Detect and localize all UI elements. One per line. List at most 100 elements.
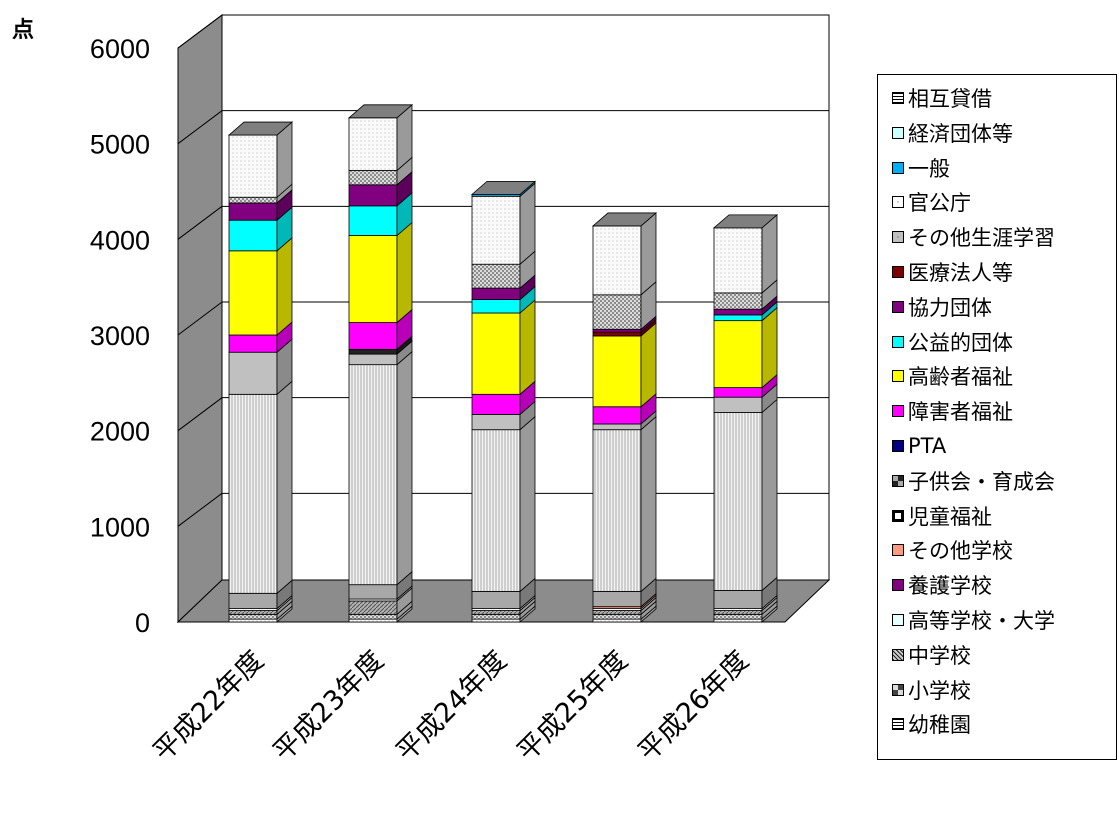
bar-segment — [348, 322, 398, 350]
legend-label: 児童福祉 — [908, 504, 992, 529]
bar-segment — [713, 387, 763, 398]
y-axis-unit-label: 点 — [12, 17, 34, 43]
x-tick-label: 平成24年度 — [390, 645, 513, 768]
legend-item: その他学校 — [892, 533, 1013, 567]
legend-item: 高等学校・大学 — [892, 603, 1055, 637]
y-axis-ticks: 0 1000 2000 3000 4000 5000 6000 — [90, 34, 150, 638]
bar-segment — [713, 314, 763, 322]
gridline-side — [177, 397, 223, 432]
legend-label: その他生涯学習 — [908, 226, 1055, 251]
bar-segment-side — [276, 380, 293, 595]
legend-item: 障害者福祉 — [892, 394, 1013, 428]
legend-item: その他生涯学習 — [892, 220, 1055, 254]
bar-segment — [348, 353, 398, 366]
legend-swatch — [892, 579, 904, 592]
bar-segment — [592, 429, 642, 592]
legend-swatch — [892, 196, 904, 209]
legend-swatch — [892, 335, 904, 348]
bar-segment — [592, 406, 642, 425]
bar-segment — [348, 117, 398, 171]
bar-segment — [348, 348, 398, 355]
bar-segment — [471, 393, 521, 415]
bar-segment — [713, 396, 763, 413]
legend-item: 協力団体 — [892, 290, 992, 324]
y-tick-label: 0 — [135, 608, 150, 638]
bar-segment — [713, 610, 763, 615]
bar-segment-side — [519, 299, 536, 396]
legend-item: 小学校 — [892, 673, 971, 707]
gridline-side — [177, 205, 223, 240]
legend-swatch — [892, 370, 904, 383]
legend-label: 養護学校 — [908, 574, 992, 599]
bar-segment — [228, 351, 278, 395]
legend-label: 幼稚園 — [908, 713, 971, 738]
bar-segment-side — [396, 221, 413, 324]
bar-segment — [471, 414, 521, 431]
bar-segment — [228, 250, 278, 336]
bar-segment — [471, 613, 521, 620]
bar-segment — [592, 590, 642, 608]
bar-group — [347, 103, 414, 623]
legend-swatch — [892, 718, 904, 731]
legend-swatch — [892, 544, 904, 557]
legend-swatch — [892, 266, 904, 278]
bar-segment — [348, 600, 398, 615]
bar-segment-side — [761, 306, 778, 389]
legend-label: 経済団体等 — [908, 121, 1013, 146]
bar-segment — [471, 610, 521, 615]
bar-segment — [348, 584, 398, 600]
bar-segment-side — [276, 236, 293, 336]
bar-segment — [592, 613, 642, 620]
legend-label: 小学校 — [908, 678, 971, 703]
legend-swatch — [892, 300, 904, 313]
bar-segment — [592, 331, 642, 337]
bar-segment — [228, 219, 278, 252]
legend-label: 医療法人等 — [908, 261, 1013, 285]
legend-swatch — [892, 683, 904, 696]
legend-swatch — [892, 231, 904, 244]
bar-segment-side — [396, 350, 413, 586]
bar-segment — [471, 195, 521, 265]
bars — [227, 103, 779, 623]
legend-label: 官公庁 — [908, 191, 971, 216]
bar-segment-side — [640, 415, 657, 593]
gridline-side — [177, 110, 223, 145]
legend-label: 公益的団体 — [908, 330, 1013, 355]
legend-label: 高等学校・大学 — [908, 609, 1055, 633]
x-tick-label: 平成26年度 — [632, 645, 755, 768]
gridline-side — [177, 492, 223, 527]
bar-group — [227, 121, 294, 623]
bar-segment — [348, 613, 398, 620]
bar-segment — [592, 618, 642, 623]
bar-segment — [348, 184, 398, 207]
legend-label: 子供会・育成会 — [908, 469, 1055, 494]
bar-segment — [471, 429, 521, 592]
bar-segment — [348, 235, 398, 323]
legend-swatch — [892, 405, 904, 418]
y-tick-label: 6000 — [90, 34, 150, 64]
legend-swatch — [892, 440, 904, 452]
legend-item: 公益的団体 — [892, 325, 1013, 359]
y-tick-label: 4000 — [90, 225, 150, 255]
bar-segment — [471, 590, 521, 610]
bar-segment — [713, 320, 763, 389]
bar-segment — [228, 618, 278, 623]
bar-segment — [348, 364, 398, 586]
legend-item: 子供会・育成会 — [892, 464, 1055, 498]
legend-item: 幼稚園 — [892, 707, 971, 741]
chart-legend: 相互貸借 経済団体等 一般 官公庁 その他生涯学習 医療法人等 協力団体 公益的団体 高齢者福祉… — [877, 74, 1117, 760]
y-tick-label: 3000 — [90, 321, 150, 351]
legend-swatch — [892, 161, 904, 174]
bar-segment — [713, 618, 763, 623]
legend-item: 高齢者福祉 — [892, 359, 1013, 393]
bar-top — [591, 212, 658, 227]
x-tick-label: 平成25年度 — [511, 645, 634, 768]
bar-segment — [348, 170, 398, 186]
legend-item: 養護学校 — [892, 568, 992, 602]
bar-segment — [228, 202, 278, 221]
bar-segment — [348, 205, 398, 236]
x-tick-label: 平成23年度 — [267, 645, 390, 768]
bar-segment — [471, 299, 521, 314]
bar-segment-side — [519, 415, 536, 593]
